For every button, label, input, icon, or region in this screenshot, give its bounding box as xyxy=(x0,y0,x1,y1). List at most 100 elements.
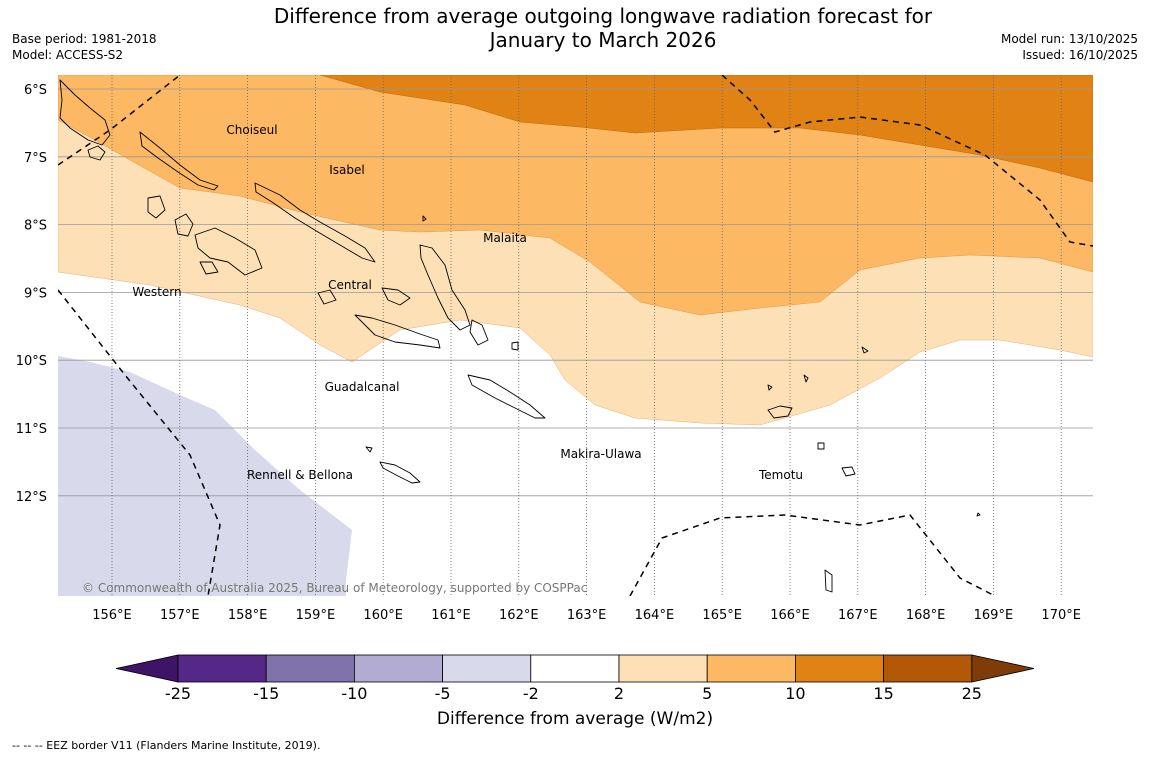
province-label-rennell-bellona: Rennell & Bellona xyxy=(247,468,353,482)
title-line-2: January to March 2026 xyxy=(489,28,717,52)
meta-left: Base period: 1981-2018 Model: ACCESS-S2 xyxy=(12,31,157,63)
island-florida xyxy=(381,287,411,306)
anomaly-region-10-15 xyxy=(319,75,1093,183)
island-rennell xyxy=(379,461,421,484)
latitude-labels: 6°S 7°S 8°S 9°S 10°S 11°S 12°S xyxy=(16,83,47,505)
island-new-georgia xyxy=(194,227,263,276)
anomaly-region-neg2-neg5 xyxy=(58,356,352,596)
province-label-central: Central xyxy=(328,278,372,292)
island-bellona xyxy=(365,446,373,453)
island-anuta xyxy=(824,569,833,593)
eez-border-northeast xyxy=(721,75,1093,247)
colorbar-tick-10: -10 xyxy=(341,684,367,703)
eez-border-west xyxy=(58,289,221,596)
lat-label-7-s: 7°S xyxy=(24,151,47,166)
colorbar-segment-2-to-2 xyxy=(530,654,620,683)
lon-label-168-e: 168°E xyxy=(906,608,946,623)
province-label-guadalcanal: Guadalcanal xyxy=(325,380,400,394)
coastlines xyxy=(59,79,981,593)
meta-right: Model run: 13/10/2025 Issued: 16/10/2025 xyxy=(1001,31,1138,63)
lon-label-156-e: 156°E xyxy=(92,608,132,623)
province-label-choiseul: Choiseul xyxy=(226,123,277,137)
colorbar-tick-5: -5 xyxy=(435,684,451,703)
eez-border-north xyxy=(58,75,181,166)
lon-label-163-e: 163°E xyxy=(567,608,607,623)
colorbar-segment-10-to-15 xyxy=(795,654,885,683)
eez-border-south xyxy=(629,514,996,596)
lat-label-9-s: 9°S xyxy=(24,286,47,301)
lat-label-10-s: 10°S xyxy=(16,354,47,369)
eez-legend-note: -- -- -- EEZ border V11 (Flanders Marine… xyxy=(12,739,321,752)
colorbar-segment-2-to-5 xyxy=(618,654,708,683)
province-label-temotu: Temotu xyxy=(758,468,803,482)
colorbar-segment-15-to-10 xyxy=(265,654,355,683)
island-bougainville xyxy=(59,79,111,146)
colorbar-tick-2: 2 xyxy=(614,684,624,703)
eez-borders xyxy=(58,75,1093,596)
map-area: © Commonwealth of Australia 2025, Bureau… xyxy=(58,75,1093,596)
colorbar-segment-5-to-10 xyxy=(706,654,796,683)
lon-label-158-e: 158°E xyxy=(228,608,268,623)
lon-label-157-e: 157°E xyxy=(160,608,200,623)
base-period: Base period: 1981-2018 xyxy=(12,32,157,46)
colorbar-tick-10: 10 xyxy=(785,684,805,703)
copyright-text: © Commonwealth of Australia 2025, Bureau… xyxy=(82,581,587,595)
colorbar-tick-labels: -25 -15 -10 -5 -2 2 5 10 15 25 xyxy=(165,684,982,703)
colorbar-tick-5: 5 xyxy=(702,684,712,703)
colorbar xyxy=(115,654,1035,683)
island-duff xyxy=(803,374,809,383)
colorbar-segment-10-to-5 xyxy=(353,654,443,683)
lon-label-164-e: 164°E xyxy=(635,608,675,623)
island-small-1 xyxy=(422,215,427,222)
colorbar-segment-5-to-2 xyxy=(442,654,532,683)
island-makira xyxy=(467,374,546,419)
island-small-2 xyxy=(767,384,773,391)
island-ulawa xyxy=(511,341,519,351)
island-tikopia xyxy=(976,512,981,517)
province-label-isabel: Isabel xyxy=(329,163,364,177)
island-malaita xyxy=(419,244,471,331)
colorbar-tick-15: 15 xyxy=(873,684,893,703)
island-kolombangara xyxy=(174,213,194,237)
island-russell xyxy=(317,289,337,305)
province-label-western: Western xyxy=(132,285,181,299)
lat-label-6-s: 6°S xyxy=(24,83,47,98)
lon-label-170-e: 170°E xyxy=(1041,608,1081,623)
lat-label-8-s: 8°S xyxy=(24,219,47,234)
island-rendova xyxy=(199,261,219,275)
colorbar-extend-high xyxy=(971,654,1035,683)
model-name: Model: ACCESS-S2 xyxy=(12,48,124,62)
gridlines xyxy=(58,75,1093,596)
lon-label-167-e: 167°E xyxy=(838,608,878,623)
longitude-labels: 156°E 157°E 158°E 159°E 160°E 161°E 162°E 163°E… xyxy=(92,608,1081,623)
colorbar-segment-25-to-15 xyxy=(177,654,267,683)
lon-label-169-e: 169°E xyxy=(974,608,1014,623)
title-line-1: Difference from average outgoing longwav… xyxy=(273,4,933,28)
island-small-malaita xyxy=(469,319,489,346)
lon-label-166-e: 166°E xyxy=(770,608,810,623)
colorbar-tick-2: -2 xyxy=(523,684,539,703)
island-guadalcanal xyxy=(354,314,441,349)
colorbar-tick-25: 25 xyxy=(962,684,982,703)
island-choiseul xyxy=(139,131,219,191)
island-vella-lavella xyxy=(147,195,166,219)
province-label-malaita: Malaita xyxy=(483,231,527,245)
model-run: Model run: 13/10/2025 xyxy=(1000,32,1138,46)
island-santa-cruz xyxy=(767,405,793,419)
colorbar-segment-15-to-25 xyxy=(883,654,973,683)
lon-label-162-e: 162°E xyxy=(499,608,539,623)
island-reef xyxy=(817,442,825,450)
lon-label-165-e: 165°E xyxy=(702,608,742,623)
colorbar-label: Difference from average (W/m2) xyxy=(436,709,714,729)
province-labels: Choiseul Isabel Malaita Western Central Guada… xyxy=(132,123,803,482)
colorbar-extend-low xyxy=(115,654,179,683)
chart-title: Difference from average outgoing longwav… xyxy=(200,4,1006,52)
island-ontong xyxy=(861,346,869,354)
lon-label-161-e: 161°E xyxy=(431,608,471,623)
lon-label-159-e: 159°E xyxy=(296,608,336,623)
colorbar-tick-25: -25 xyxy=(165,684,191,703)
lat-label-11-s: 11°S xyxy=(16,422,47,437)
lat-label-12-s: 12°S xyxy=(16,490,47,505)
province-label-makira-ulawa: Makira-Ulawa xyxy=(560,447,641,461)
